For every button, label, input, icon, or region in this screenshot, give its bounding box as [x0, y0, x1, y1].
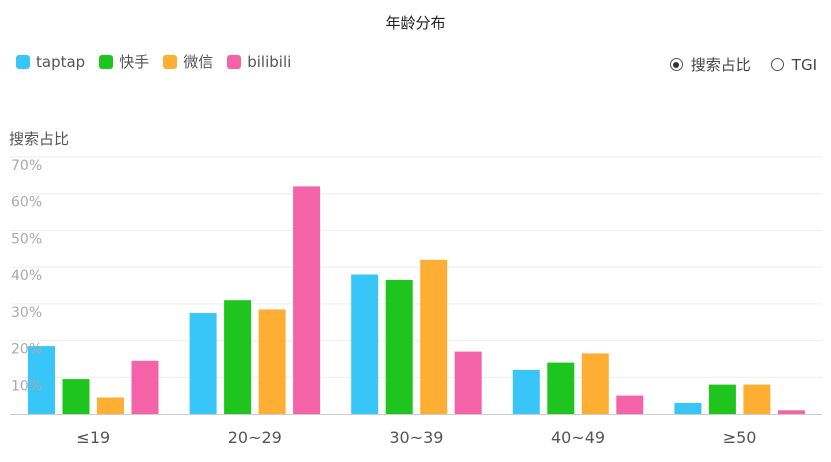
legend-item-taptap[interactable]: taptap — [16, 53, 85, 71]
bar — [385, 280, 413, 414]
bar — [708, 384, 736, 414]
bar — [62, 379, 90, 414]
metric-toggle: 搜索占比 TGI — [650, 54, 817, 75]
legend-swatch — [227, 54, 242, 69]
bar — [674, 403, 702, 414]
legend-item-bilibili[interactable]: bilibili — [227, 53, 291, 71]
bar — [224, 300, 252, 414]
bar — [420, 259, 448, 414]
bar — [351, 274, 379, 414]
y-tick-label: 30% — [11, 305, 42, 321]
y-tick-label: 40% — [11, 268, 42, 284]
y-tick-label: 60% — [11, 195, 42, 211]
bar — [28, 346, 55, 414]
legend: taptap 快手 微信 bilibili — [16, 51, 305, 72]
legend-label: 微信 — [183, 53, 214, 71]
x-tick-label: 30~39 — [389, 428, 443, 447]
legend-item-kuaishou[interactable]: 快手 — [99, 51, 149, 72]
radio-tgi[interactable]: TGI — [770, 55, 817, 74]
bar — [616, 395, 644, 414]
y-tick-label: 20% — [11, 342, 42, 358]
bar — [547, 362, 575, 414]
bar — [512, 369, 540, 414]
legend-item-wechat[interactable]: 微信 — [163, 51, 213, 72]
x-tick-label: ≥50 — [723, 428, 757, 447]
bar — [581, 353, 609, 414]
x-tick-label: 20~29 — [228, 428, 282, 447]
bar — [97, 397, 124, 414]
radio-search-share[interactable]: 搜索占比 — [669, 54, 751, 75]
legend-label: bilibili — [247, 52, 292, 71]
legend-swatch — [163, 54, 178, 69]
bar — [777, 410, 805, 414]
bar — [293, 186, 321, 414]
radio-selected-icon[interactable] — [669, 58, 683, 71]
legend-swatch — [99, 54, 114, 69]
y-tick-label: 50% — [11, 231, 42, 247]
y-axis-label: 搜索占比 — [9, 130, 70, 148]
bar — [131, 360, 159, 414]
legend-label: 快手 — [119, 53, 150, 71]
legend-label: taptap — [36, 52, 86, 71]
bar — [454, 351, 482, 414]
bar — [258, 309, 286, 414]
chart-title: 年龄分布 — [385, 14, 446, 32]
y-tick-label: 70% — [11, 158, 42, 174]
legend-swatch — [16, 54, 30, 69]
y-tick-label: 10% — [11, 378, 42, 394]
bar — [743, 384, 771, 414]
radio-unselected-icon[interactable] — [770, 58, 784, 71]
radio-label: 搜索占比 — [690, 56, 751, 74]
radio-label: TGI — [791, 55, 817, 74]
x-tick-label: ≤19 — [76, 428, 110, 447]
x-tick-label: 40~49 — [551, 428, 605, 447]
bar — [189, 313, 217, 414]
